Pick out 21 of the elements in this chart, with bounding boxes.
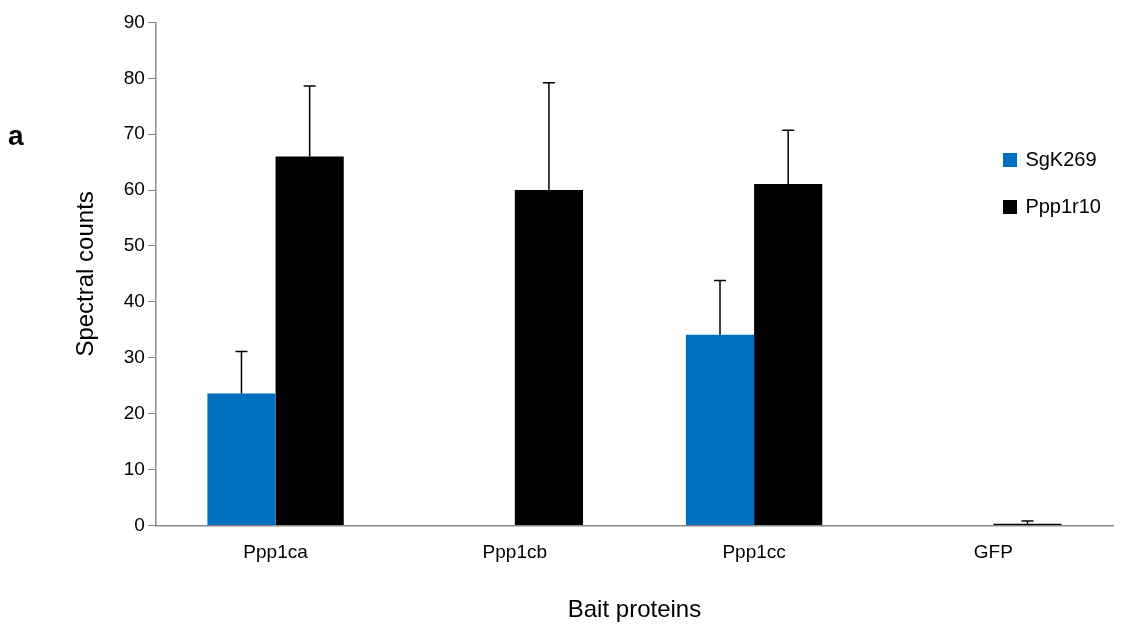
- y-tick-label: 30: [123, 345, 145, 367]
- x-tick-label: Ppp1ca: [243, 541, 309, 563]
- y-tick-label: 60: [123, 178, 145, 200]
- y-tick-label: 70: [123, 122, 145, 144]
- y-axis-title: Spectral counts: [71, 191, 99, 357]
- x-tick-label: Ppp1cc: [722, 541, 786, 563]
- y-tick-label: 90: [123, 10, 145, 32]
- y-tick-label: 10: [123, 457, 145, 479]
- y-tick-label: 40: [123, 290, 145, 312]
- y-tick-label: 0: [134, 513, 145, 535]
- y-tick-label: 20: [123, 401, 145, 423]
- legend-label: SgK269: [1025, 148, 1097, 171]
- y-tick-label: 50: [123, 234, 145, 256]
- x-axis-title: Bait proteins: [567, 595, 702, 623]
- x-tick-label: GFP: [973, 541, 1013, 563]
- text: a: [8, 120, 24, 152]
- y-tick-label: 80: [123, 66, 145, 88]
- bar: [685, 334, 755, 525]
- bar: [207, 393, 276, 525]
- x-tick-label: Ppp1cb: [482, 541, 548, 563]
- legend-label: Ppp1r10: [1025, 195, 1101, 218]
